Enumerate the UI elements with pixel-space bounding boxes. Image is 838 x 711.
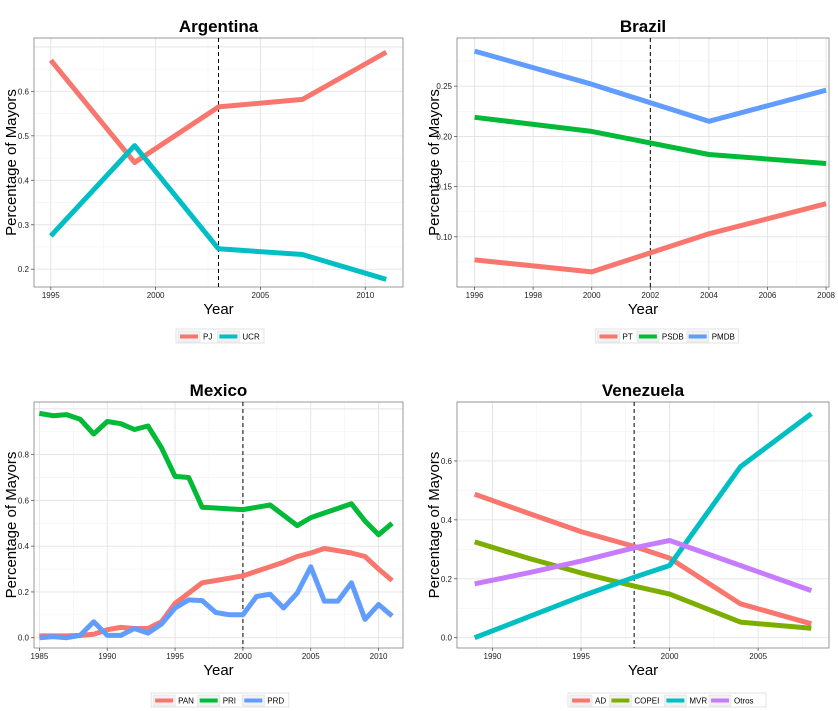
series-line-pj xyxy=(48,50,388,165)
x-tick-label: 1990 xyxy=(484,652,502,661)
legend-label-pmdb: PMDB xyxy=(712,333,735,342)
legend-label-pt: PT xyxy=(623,333,633,342)
x-tick-label: 1995 xyxy=(572,652,590,661)
legend-box xyxy=(150,692,290,708)
chart-title: Argentina xyxy=(179,17,259,36)
x-tick-label: 1995 xyxy=(42,291,60,300)
series-line-pt xyxy=(474,201,827,275)
x-tick-label: 2000 xyxy=(234,652,252,661)
y-tick-label: 0.0 xyxy=(18,634,30,643)
legend-label-ucr: UCR xyxy=(242,333,260,342)
x-axis-title: Year xyxy=(628,301,658,318)
plot-area xyxy=(34,402,403,648)
legend: PAN PRI PRD xyxy=(150,692,290,708)
y-tick-label: 0.6 xyxy=(441,457,453,466)
y-tick-label: 0.0 xyxy=(441,634,453,643)
legend-box xyxy=(567,692,767,708)
x-tick-label: 2010 xyxy=(370,652,388,661)
legend: PT PSDB PMDB xyxy=(595,328,739,344)
panel-brazil: 1996 1998 2000 2002 2004 2006 2008 0.10 0.15 0.20… xyxy=(426,17,836,344)
legend: AD COPEI MVR Otros xyxy=(567,692,767,708)
series-line-pmdb xyxy=(473,48,827,124)
series-line-otros xyxy=(474,538,813,593)
x-axis-title: Year xyxy=(203,301,233,318)
legend-label-ad: AD xyxy=(595,697,606,706)
x-tick-label: 1990 xyxy=(98,652,116,661)
y-tick-label: 0.6 xyxy=(18,87,30,96)
series-line-copei xyxy=(473,539,812,631)
plot-area xyxy=(457,38,829,287)
x-axis-title: Year xyxy=(203,662,233,679)
legend-label-copei: COPEI xyxy=(634,697,659,706)
series-line-pan xyxy=(39,546,394,639)
y-axis-title: Percentage of Mayors xyxy=(3,452,20,599)
y-tick-label: 0.2 xyxy=(18,588,30,597)
y-tick-label: 0.3 xyxy=(18,221,30,230)
x-tick-label: 2000 xyxy=(661,652,679,661)
y-tick-label: 0.8 xyxy=(18,451,30,460)
x-axis-title: Year xyxy=(628,662,658,679)
gridlines xyxy=(457,38,829,288)
x-tick-label: 2005 xyxy=(302,652,320,661)
x-tick-label: 1996 xyxy=(466,291,484,300)
series-line-psdb xyxy=(474,114,827,166)
chart-title: Brazil xyxy=(620,17,666,36)
chart-title: Mexico xyxy=(190,381,248,400)
x-tick-label: 2000 xyxy=(583,291,601,300)
x-tick-label: 1995 xyxy=(166,652,184,661)
y-tick-label: 0.6 xyxy=(18,496,30,505)
series-line-prd xyxy=(39,564,394,641)
y-tick-label: 0.5 xyxy=(18,132,30,141)
legend-box xyxy=(595,328,739,344)
y-tick-label: 0.2 xyxy=(441,575,453,584)
x-tick-label: 1985 xyxy=(31,652,49,661)
x-tick-label: 2010 xyxy=(356,291,374,300)
y-tick-label: 0.25 xyxy=(436,82,452,91)
chart-title: Venezuela xyxy=(602,381,685,400)
legend-box xyxy=(175,328,265,344)
series-line-pri xyxy=(38,410,394,538)
y-tick-label: 0.2 xyxy=(18,265,30,274)
plot-area xyxy=(457,402,829,648)
x-tick-label: 2006 xyxy=(759,291,777,300)
x-tick-label: 2008 xyxy=(817,291,835,300)
panel-mexico: 1985 1990 1995 2000 2005 2010 0.0 0.2 0.4 0.6 0.8 M… xyxy=(3,381,404,708)
y-tick-label: 0.15 xyxy=(436,183,452,192)
y-axis-title: Percentage of Mayors xyxy=(426,89,443,236)
legend-label-otros: Otros xyxy=(734,697,754,706)
series-line-ucr xyxy=(48,143,387,282)
legend-label-prd: PRD xyxy=(267,697,284,706)
plot-border xyxy=(33,401,404,649)
x-tick-label: 1998 xyxy=(524,291,542,300)
legend-label-psdb: PSDB xyxy=(662,333,684,342)
plot-border xyxy=(456,401,830,649)
x-tick-label: 2005 xyxy=(749,652,767,661)
y-tick-label: 0.20 xyxy=(436,132,452,141)
y-axis-title: Percentage of Mayors xyxy=(426,452,443,599)
plot-border xyxy=(456,37,830,288)
legend-label-mvr: MVR xyxy=(689,697,707,706)
panel-venezuela: 1990 1995 2000 2005 0.0 0.2 0.4 0.6 Venezuela Yea… xyxy=(426,381,830,708)
x-tick-label: 2000 xyxy=(147,291,165,300)
legend-label-pj: PJ xyxy=(203,333,212,342)
panel-argentina: 1995 2000 2005 2010 0.2 0.3 0.4 0.5 0.6 Argentina… xyxy=(3,17,404,344)
legend: PJ UCR xyxy=(175,328,265,344)
x-tick-label: 2004 xyxy=(700,291,718,300)
series-line-mvr xyxy=(473,411,813,641)
x-tick-label: 2005 xyxy=(252,291,270,300)
y-tick-label: 0.4 xyxy=(18,176,30,185)
y-tick-label: 0.4 xyxy=(441,516,453,525)
legend-label-pan: PAN xyxy=(178,697,194,706)
y-tick-label: 0.4 xyxy=(18,542,30,551)
y-tick-label: 0.10 xyxy=(436,233,452,242)
y-axis-title: Percentage of Mayors xyxy=(3,89,20,236)
legend-label-pri: PRI xyxy=(223,697,236,706)
x-tick-label: 2002 xyxy=(641,291,659,300)
